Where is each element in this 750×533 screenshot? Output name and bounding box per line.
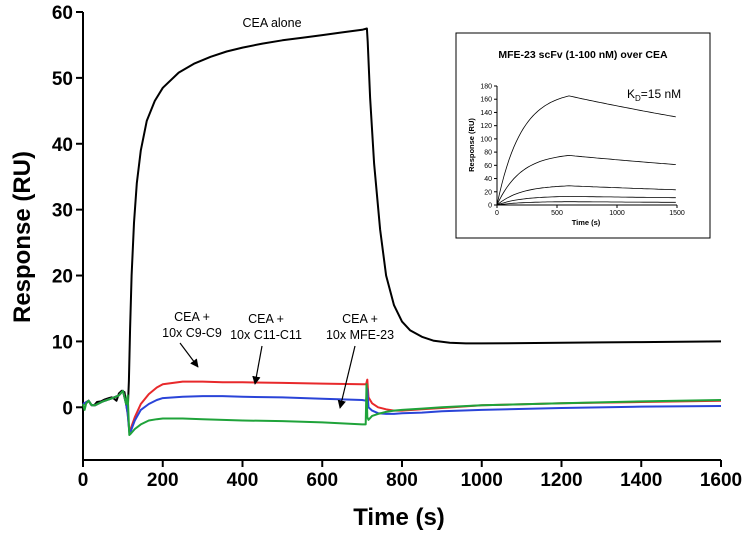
kd-symbol: K: [627, 87, 635, 101]
inset-y-tick-label: 120: [480, 123, 492, 130]
x-tick-label: 0: [78, 470, 89, 491]
annotation-text: 10x C11-C11: [230, 328, 302, 342]
inset-x-tick-label: 0: [495, 210, 499, 217]
inset-x-tick-label: 1000: [609, 210, 625, 217]
inset-y-tick-label: 60: [484, 163, 492, 170]
inset-curve-2: [496, 154, 676, 206]
inset-y-tick-label: 80: [484, 150, 492, 157]
x-axis-title: Time (s): [353, 504, 445, 531]
inset-kd-label: KD=15 nM: [627, 87, 681, 103]
inset-curve-5: [496, 201, 676, 206]
inset-y-tick-label: 180: [480, 84, 492, 91]
inset-y-tick-label: 100: [480, 136, 492, 143]
inset-curve-3: [496, 185, 676, 206]
inset-y-tick-label: 160: [480, 97, 492, 104]
series-line-2: [82, 378, 722, 432]
inset-y-tick-label: 140: [480, 110, 492, 117]
annotation-4: CEA + 10x MFE-23: [326, 312, 394, 409]
y-tick-label: 30: [52, 201, 73, 222]
inset-x-tick-label: 1500: [669, 210, 685, 217]
annotation-arrow: [179, 342, 199, 368]
y-tick-label: 50: [52, 69, 73, 90]
y-axis-title: Response (RU): [9, 151, 36, 323]
annotation-3: CEA + 10x C11-C11: [230, 312, 302, 385]
inset-frame: [455, 32, 711, 239]
annotation-text: CEA +: [248, 312, 284, 326]
kd-subscript: D: [635, 94, 641, 103]
x-tick-label: 1200: [540, 470, 582, 491]
x-tick-label: 600: [306, 470, 338, 491]
annotation-2: CEA + 10x C9-C9: [162, 310, 222, 368]
inset-x-axis-title: Time (s): [572, 218, 601, 227]
inset-y-axis-title: Response (RU): [467, 118, 476, 172]
x-axis-ticks: 0 200 400 600 800 1000 1200 1400 1600: [78, 460, 742, 491]
annotation-text: CEA alone: [242, 16, 301, 30]
x-tick-label: 200: [147, 470, 179, 491]
inset-x-tick-label: 500: [551, 210, 563, 217]
y-tick-label: 20: [52, 267, 73, 288]
y-tick-label: 0: [62, 398, 73, 419]
inset-panel: MFE-23 scFv (1-100 nM) over CEA KD=15 nM…: [455, 32, 711, 239]
data-series: [82, 27, 722, 436]
inset-y-tick-label: 40: [484, 176, 492, 183]
y-axis-ticks: 0 10 20 30 40 50 60: [52, 3, 83, 419]
annotation-text: CEA +: [342, 312, 378, 326]
annotation-1: CEA alone: [242, 16, 301, 30]
x-tick-label: 1400: [620, 470, 662, 491]
inset-y-tick-label: 20: [484, 189, 492, 196]
inset-curve-1: [496, 95, 676, 206]
series-line-4: [82, 383, 722, 436]
x-tick-label: 400: [227, 470, 259, 491]
inset-plot: 0 500 1000 1500 0 20 40 60 80 100 120 140 160 180: [480, 84, 685, 218]
y-tick-label: 60: [52, 3, 73, 24]
y-tick-label: 40: [52, 135, 73, 156]
x-tick-label: 800: [386, 470, 418, 491]
annotation-arrow: [337, 345, 356, 409]
annotation-text: CEA +: [174, 310, 210, 324]
annotation-text: 10x MFE-23: [326, 328, 394, 342]
kd-value: =15 nM: [641, 87, 681, 101]
x-tick-label: 1600: [700, 470, 742, 491]
annotation-text: 10x C9-C9: [162, 326, 222, 340]
inset-curve-4: [496, 196, 676, 206]
x-tick-label: 1000: [461, 470, 503, 491]
inset-title: MFE-23 scFv (1-100 nM) over CEA: [498, 49, 668, 61]
inset-y-tick-label: 0: [488, 203, 492, 210]
annotation-arrow: [252, 345, 263, 385]
y-tick-label: 10: [52, 332, 73, 353]
